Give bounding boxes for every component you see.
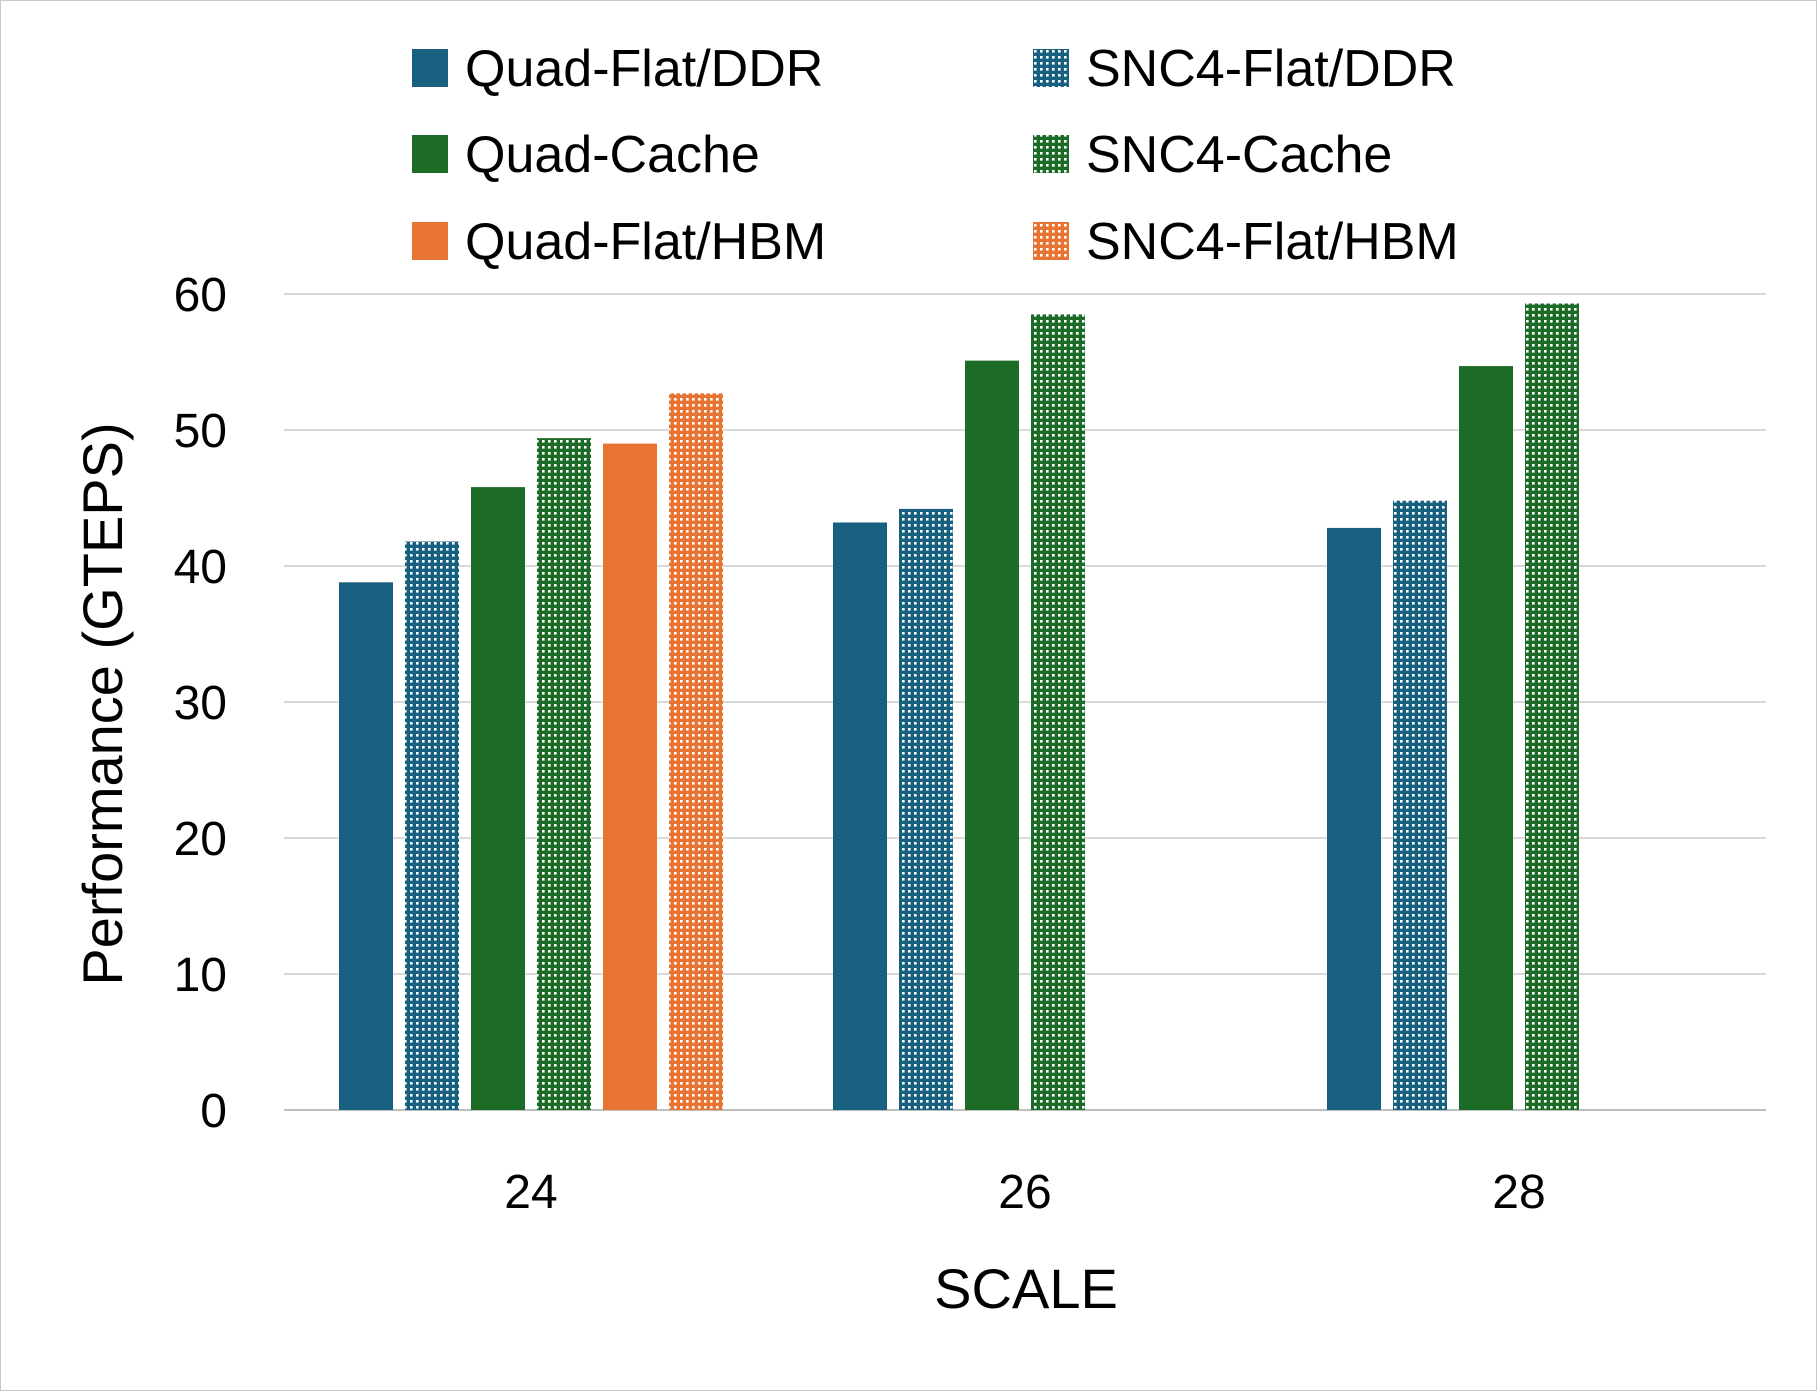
bar-quad-cache-28: [1459, 366, 1513, 1111]
legend-label: Quad-Flat/HBM: [465, 213, 826, 271]
y-tick-label: 50: [174, 405, 227, 458]
legend-item-quad-flat-hbm: Quad-Flat/HBM: [412, 213, 826, 271]
legend-swatch: [1033, 49, 1069, 87]
bar-quad-flat-ddr-26: [833, 522, 887, 1110]
bar-snc4-cache-24: [537, 438, 591, 1110]
legend-swatch: [412, 222, 448, 260]
legend-swatch: [1033, 222, 1069, 260]
x-tick-label: 24: [504, 1166, 557, 1219]
bar-snc4-flat-ddr-26: [899, 508, 953, 1110]
y-axis-ticks: 0 10 20 30 40 50 60: [174, 269, 227, 1138]
bar-snc4-flat-hbm-24: [669, 393, 723, 1110]
legend-label: SNC4-Flat/HBM: [1086, 213, 1459, 271]
x-tick-label: 26: [998, 1166, 1051, 1219]
bar-snc4-flat-ddr-24: [405, 541, 459, 1110]
bar-quad-flat-hbm-24: [603, 443, 657, 1111]
legend-item-snc4-flat-hbm: SNC4-Flat/HBM: [1033, 213, 1459, 271]
bar-quad-flat-ddr-28: [1327, 527, 1381, 1110]
legend-item-snc4-flat-ddr: SNC4-Flat/DDR: [1033, 40, 1456, 98]
legend: Quad-Flat/DDR SNC4-Flat/DDR Quad-Cache SNC4…: [412, 40, 1459, 271]
legend-swatch: [412, 49, 448, 87]
legend-label: SNC4-Flat/DDR: [1086, 40, 1456, 98]
gridlines: [284, 293, 1766, 1111]
y-tick-label: 30: [174, 677, 227, 730]
legend-item-quad-cache: Quad-Cache: [412, 126, 760, 184]
y-axis-title: Performance (GTEPS): [71, 422, 134, 985]
legend-label: Quad-Cache: [465, 126, 760, 184]
x-axis-title: SCALE: [934, 1257, 1118, 1320]
bar-quad-cache-26: [965, 360, 1019, 1110]
bar-snc4-flat-ddr-28: [1393, 500, 1447, 1111]
bar-snc4-cache-28: [1525, 303, 1579, 1110]
bar-snc4-cache-26: [1031, 314, 1085, 1110]
bar-quad-flat-ddr-24: [339, 582, 393, 1110]
y-tick-label: 60: [174, 269, 227, 322]
y-tick-label: 10: [174, 949, 227, 1002]
x-axis-ticks: 24 26 28: [504, 1166, 1545, 1219]
y-tick-label: 40: [174, 541, 227, 594]
legend-item-quad-flat-ddr: Quad-Flat/DDR: [412, 40, 823, 98]
x-tick-label: 28: [1492, 1166, 1545, 1219]
legend-label: SNC4-Cache: [1086, 126, 1392, 184]
y-tick-label: 20: [174, 813, 227, 866]
legend-item-snc4-cache: SNC4-Cache: [1033, 126, 1392, 184]
bar-quad-cache-24: [471, 487, 525, 1110]
y-tick-label: 0: [200, 1085, 227, 1138]
bars: [339, 303, 1579, 1111]
legend-label: Quad-Flat/DDR: [465, 40, 823, 98]
legend-swatch: [1033, 135, 1069, 173]
legend-swatch: [412, 135, 448, 173]
